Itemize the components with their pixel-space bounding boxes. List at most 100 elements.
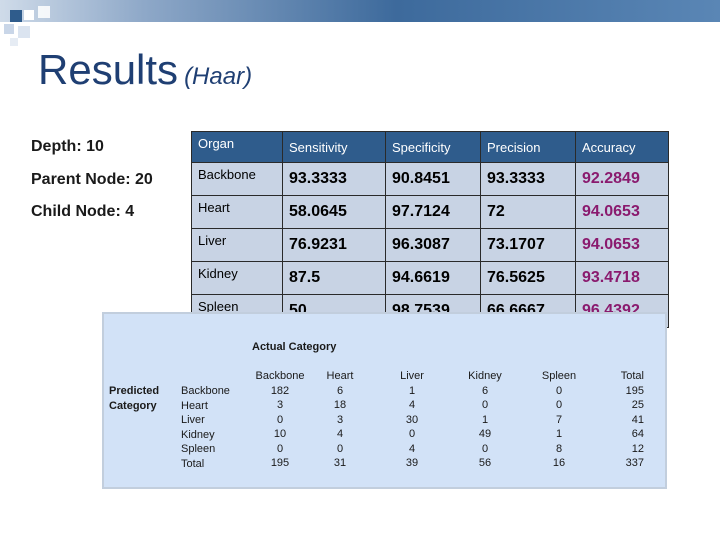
organ-cell: Kidney (191, 261, 283, 295)
matrix-cell: 0 (481, 442, 489, 455)
matrix-cell: 39 (405, 457, 419, 469)
decorative-square (38, 6, 50, 18)
matrix-cell: 337 (625, 457, 644, 469)
table-header-row: Organ Sensitivity Specificity Precision … (191, 131, 669, 163)
matrix-cell: 4 (408, 442, 416, 455)
matrix-cell: 0 (276, 413, 284, 426)
matrix-cell: 0 (408, 428, 416, 440)
table-row: Liver 76.9231 96.3087 73.1707 94.0653 (191, 228, 669, 262)
depth-label: Depth: 10 (31, 138, 104, 155)
matrix-cell: 16 (552, 457, 566, 469)
matrix-cell: 195 (625, 384, 644, 397)
page-title: Results (Haar) (38, 46, 252, 94)
accuracy-cell: 94.0653 (575, 195, 669, 229)
predicted-category-label: Predicted Category (109, 384, 159, 413)
matrix-column-heart: Heart 6 18 3 4 0 31 (320, 369, 360, 471)
matrix-cell: 3 (276, 399, 284, 411)
row-label: Backbone (181, 385, 230, 397)
decorative-square (18, 26, 30, 38)
matrix-cell: 10 (273, 428, 287, 440)
subtitle-text: (Haar) (184, 63, 253, 90)
header-specificity: Specificity (385, 131, 481, 163)
accuracy-cell: 93.4718 (575, 261, 669, 295)
matrix-cell: 25 (631, 399, 644, 411)
decorative-square (10, 38, 18, 46)
accuracy-cell: 92.2849 (575, 162, 669, 196)
matrix-cell: 1 (408, 384, 416, 397)
header-organ: Organ (191, 131, 283, 163)
decorative-square (24, 10, 34, 20)
matrix-cell: 31 (333, 457, 347, 469)
parent-node-label: Parent Node: 20 (31, 171, 153, 188)
sensitivity-cell: 76.9231 (282, 228, 386, 262)
child-node-label: Child Node: 4 (31, 203, 135, 220)
table-row: Backbone 93.3333 90.8451 93.3333 92.2849 (191, 162, 669, 196)
precision-cell: 73.1707 (480, 228, 576, 262)
precision-cell: 93.3333 (480, 162, 576, 196)
predicted-label-line2: Category (109, 399, 157, 412)
matrix-column-backbone: Backbone 182 3 0 10 0 195 (250, 369, 310, 471)
matrix-cell: 41 (631, 413, 644, 426)
organ-cell: Heart (191, 195, 283, 229)
actual-category-label: Actual Category (252, 341, 337, 353)
column-header: Total (620, 370, 644, 382)
results-table: Organ Sensitivity Specificity Precision … (191, 131, 669, 328)
confusion-matrix: Actual Category Predicted Category Backb… (102, 312, 667, 489)
row-label: Total (181, 457, 205, 470)
precision-cell: 76.5625 (480, 261, 576, 295)
decorative-square (4, 24, 14, 34)
organ-cell: Backbone (191, 162, 283, 196)
matrix-cell: 0 (481, 399, 489, 411)
table-row: Kidney 87.5 94.6619 76.5625 93.4718 (191, 261, 669, 295)
matrix-cell: 4 (336, 428, 344, 440)
matrix-cell: 1 (481, 413, 489, 426)
matrix-cell: 0 (555, 384, 563, 397)
column-header: Spleen (541, 370, 577, 382)
column-header: Heart (326, 370, 354, 382)
matrix-cell: 49 (478, 428, 492, 440)
matrix-cell: 1 (555, 428, 563, 440)
matrix-cell: 6 (336, 384, 344, 397)
matrix-column-kidney: Kidney 6 0 1 49 0 56 (460, 369, 510, 471)
precision-cell: 72 (480, 195, 576, 229)
row-label: Kidney (181, 428, 215, 441)
matrix-cell: 0 (276, 442, 284, 455)
column-header: Backbone (255, 370, 305, 382)
matrix-column-spleen: Spleen 0 0 7 1 8 16 (534, 369, 584, 471)
row-labels: Backbone Heart Liver Kidney Spleen Total (181, 384, 230, 471)
sensitivity-cell: 58.0645 (282, 195, 386, 229)
sensitivity-cell: 87.5 (282, 261, 386, 295)
specificity-cell: 96.3087 (385, 228, 481, 262)
matrix-cell: 0 (555, 399, 563, 411)
matrix-cell: 6 (481, 384, 489, 397)
row-label: Liver (181, 414, 205, 426)
title-text: Results (38, 46, 179, 93)
matrix-column-total: Total 195 25 41 64 12 337 (604, 369, 644, 471)
row-label: Spleen (181, 443, 216, 455)
row-label: Heart (181, 399, 208, 412)
header-band (0, 0, 720, 22)
sensitivity-cell: 93.3333 (282, 162, 386, 196)
matrix-cell: 18 (333, 399, 347, 411)
specificity-cell: 94.6619 (385, 261, 481, 295)
decorative-square (10, 10, 22, 22)
accuracy-cell: 94.0653 (575, 228, 669, 262)
organ-cell: Liver (191, 228, 283, 262)
matrix-cell: 30 (405, 413, 419, 426)
matrix-cell: 195 (270, 457, 290, 469)
matrix-cell: 182 (270, 384, 290, 397)
matrix-cell: 64 (631, 428, 644, 440)
specificity-cell: 90.8451 (385, 162, 481, 196)
column-header: Liver (400, 370, 424, 382)
matrix-cell: 3 (336, 413, 344, 426)
header-sensitivity: Sensitivity (282, 131, 386, 163)
matrix-cell: 12 (631, 442, 644, 455)
column-header: Kidney (468, 370, 502, 382)
table-row: Heart 58.0645 97.7124 72 94.0653 (191, 195, 669, 229)
matrix-cell: 4 (408, 399, 416, 411)
matrix-cell: 56 (478, 457, 492, 469)
matrix-column-liver: Liver 1 4 30 0 4 39 (392, 369, 432, 471)
header-accuracy: Accuracy (575, 131, 669, 163)
predicted-label-line1: Predicted (109, 385, 160, 397)
matrix-cell: 8 (555, 442, 563, 455)
